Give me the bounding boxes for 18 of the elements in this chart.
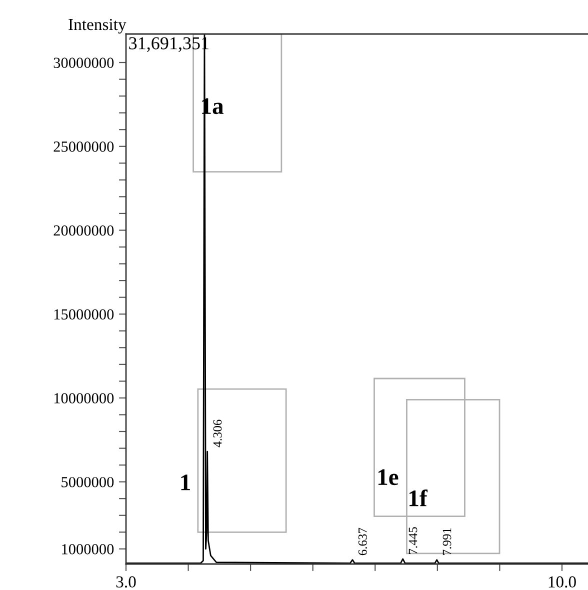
annotation: 7.991: [442, 528, 452, 555]
x-tick-label: 3.0: [116, 576, 136, 588]
annotation: 7.445: [408, 527, 418, 554]
annotation: 4.306: [213, 420, 222, 448]
annotation: 1e: [378, 469, 398, 486]
y-axis-title: Intensity: [68, 18, 126, 34]
annotation: 6.637: [358, 528, 367, 556]
y-tick-label: 30000000: [54, 58, 114, 68]
y-tick-label: 5000000: [62, 476, 114, 488]
y-tick-label: 10000000: [54, 393, 114, 404]
y-tick-label: 25000000: [54, 142, 114, 152]
x-tick-label: 10.0: [548, 576, 576, 588]
y-tick-label: 1000000: [62, 544, 114, 554]
y-tick-label: 20000000: [54, 225, 114, 236]
y-tick-label: 15000000: [54, 309, 114, 320]
annotation: 1f: [410, 489, 428, 506]
line-series: [126, 34, 588, 564]
annotation: 1: [181, 474, 190, 490]
